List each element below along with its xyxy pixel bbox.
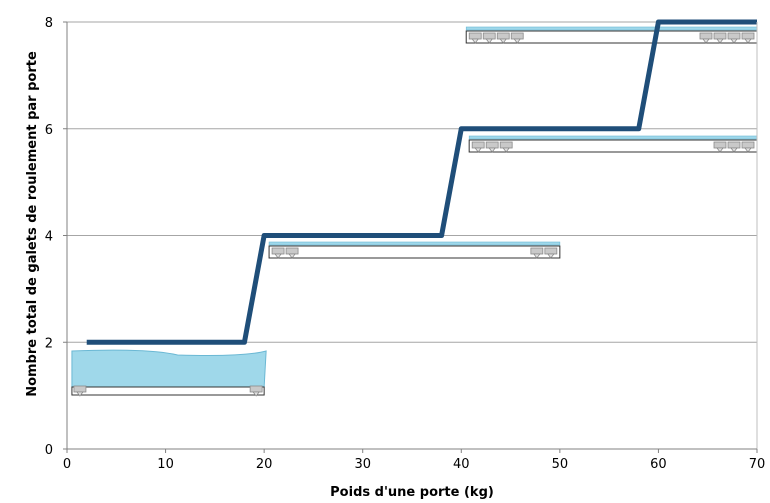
grid-lines (67, 21, 757, 343)
y-tick-label: 4 (45, 230, 53, 245)
x-tick-label: 20 (256, 457, 273, 472)
glass-edge (268, 241, 561, 246)
door-illustration-2 (268, 241, 561, 259)
roller-icon (482, 32, 496, 44)
x-tick-labels: 0 10 20 30 40 50 60 70 (63, 457, 765, 472)
x-tick-label: 40 (453, 457, 470, 472)
y-axis-label: Nombre total de galets de roulement par … (25, 51, 40, 397)
x-tick-label: 60 (650, 457, 667, 472)
roller-icon (727, 141, 741, 153)
y-tick-label: 6 (45, 123, 53, 138)
roller-icon (485, 141, 499, 153)
roller-icon (496, 32, 510, 44)
y-tick-label: 0 (45, 443, 53, 458)
door-rail (71, 386, 265, 396)
door-illustration-3 (468, 135, 758, 153)
door-rail (465, 30, 758, 44)
series-line-1 (86, 19, 757, 345)
x-axis-label: Poids d'une porte (kg) (330, 485, 494, 500)
roller-icon (499, 141, 513, 153)
roller-icon (741, 32, 755, 44)
x-tick-label: 50 (552, 457, 569, 472)
roller-icon (468, 32, 482, 44)
roller-icon (73, 385, 87, 397)
x-tick-label: 70 (749, 457, 766, 472)
roller-icon (249, 385, 263, 397)
roller-icon (544, 247, 558, 259)
roller-icon (741, 141, 755, 153)
door-illustration-1 (71, 349, 267, 397)
glass-edge (465, 26, 758, 31)
y-tick-label: 2 (45, 336, 53, 351)
roller-icon (471, 141, 485, 153)
door-rail (268, 245, 561, 259)
roller-icon (530, 247, 544, 259)
roller-icon (727, 32, 741, 44)
roller-icon (713, 141, 727, 153)
roller-icon (285, 247, 299, 259)
axes (63, 21, 758, 453)
roller-icon (699, 32, 713, 44)
roller-icon (271, 247, 285, 259)
series-group (86, 19, 757, 345)
roller-icon (713, 32, 727, 44)
y-tick-labels: 0 2 4 6 8 (45, 16, 53, 458)
door-illustration-4 (465, 26, 758, 44)
x-tick-label: 10 (157, 457, 174, 472)
glass-edge (468, 135, 758, 140)
x-tick-label: 30 (354, 457, 371, 472)
glass-panel (71, 349, 267, 388)
roller-icon (510, 32, 524, 44)
x-tick-label: 0 (63, 457, 71, 472)
y-tick-label: 8 (45, 16, 53, 31)
